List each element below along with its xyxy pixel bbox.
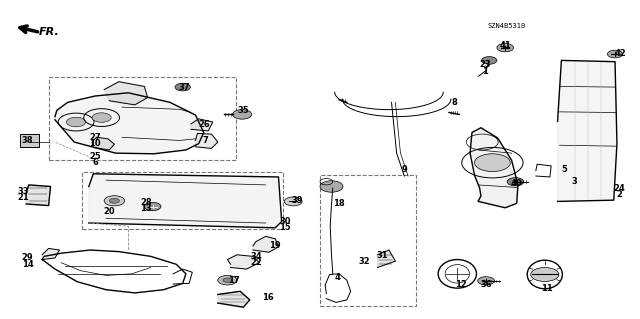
Text: 8: 8 xyxy=(451,98,457,107)
Polygon shape xyxy=(26,185,51,205)
Text: 30: 30 xyxy=(279,217,291,226)
Polygon shape xyxy=(92,137,115,150)
Polygon shape xyxy=(191,119,212,131)
Text: 21: 21 xyxy=(17,193,29,202)
Text: 13: 13 xyxy=(141,204,152,213)
Circle shape xyxy=(109,198,120,203)
Circle shape xyxy=(481,56,497,64)
Circle shape xyxy=(67,117,86,127)
Text: 2: 2 xyxy=(616,190,622,199)
Text: 36: 36 xyxy=(480,279,492,288)
Text: 10: 10 xyxy=(90,139,101,148)
Polygon shape xyxy=(104,82,148,105)
Polygon shape xyxy=(227,255,259,269)
Text: 35: 35 xyxy=(237,106,249,115)
Circle shape xyxy=(92,113,111,122)
Circle shape xyxy=(474,154,510,172)
Text: 12: 12 xyxy=(454,279,467,288)
Circle shape xyxy=(507,178,524,186)
Text: 20: 20 xyxy=(104,207,115,216)
Circle shape xyxy=(477,277,494,285)
Text: 7: 7 xyxy=(202,136,208,145)
Text: 42: 42 xyxy=(614,48,626,58)
Text: 18: 18 xyxy=(333,199,345,208)
Text: 28: 28 xyxy=(141,198,152,207)
Polygon shape xyxy=(42,249,60,260)
Text: 24: 24 xyxy=(613,184,625,193)
Text: 19: 19 xyxy=(269,241,281,250)
Polygon shape xyxy=(557,60,617,201)
Text: SZN4B5310: SZN4B5310 xyxy=(487,23,525,29)
Circle shape xyxy=(607,50,623,58)
Text: 37: 37 xyxy=(179,83,190,92)
Text: 1: 1 xyxy=(482,67,488,76)
Text: 33: 33 xyxy=(17,187,29,196)
Bar xyxy=(20,134,39,147)
Circle shape xyxy=(145,202,161,211)
Text: 26: 26 xyxy=(198,120,210,129)
Polygon shape xyxy=(89,174,282,228)
Text: 15: 15 xyxy=(279,223,291,232)
Text: 16: 16 xyxy=(262,293,273,302)
Circle shape xyxy=(223,278,232,282)
Bar xyxy=(83,172,283,229)
Text: FR.: FR. xyxy=(39,27,60,37)
Text: 34: 34 xyxy=(250,252,262,261)
Text: 22: 22 xyxy=(250,258,262,267)
Circle shape xyxy=(284,197,302,206)
Text: 41: 41 xyxy=(499,41,511,50)
Circle shape xyxy=(232,110,252,119)
Circle shape xyxy=(218,275,237,285)
Bar xyxy=(320,175,416,306)
Text: 29: 29 xyxy=(22,254,33,263)
Polygon shape xyxy=(378,250,396,268)
Text: 4: 4 xyxy=(335,273,341,282)
Text: 5: 5 xyxy=(561,165,567,174)
Text: 25: 25 xyxy=(90,152,101,161)
Circle shape xyxy=(175,83,190,91)
Text: 3: 3 xyxy=(572,177,577,186)
Polygon shape xyxy=(253,236,278,252)
Circle shape xyxy=(104,196,125,206)
Text: 11: 11 xyxy=(541,284,552,293)
Polygon shape xyxy=(55,93,204,154)
Polygon shape xyxy=(218,291,250,307)
Polygon shape xyxy=(195,133,218,148)
Polygon shape xyxy=(470,128,518,208)
Text: 40: 40 xyxy=(511,179,522,188)
Circle shape xyxy=(531,268,559,281)
Text: 17: 17 xyxy=(228,276,239,285)
Circle shape xyxy=(497,44,513,52)
Text: 9: 9 xyxy=(401,165,407,174)
Text: 38: 38 xyxy=(22,136,33,145)
Bar xyxy=(49,77,236,160)
Text: 32: 32 xyxy=(359,257,371,266)
Text: 39: 39 xyxy=(292,196,303,205)
Text: 6: 6 xyxy=(92,158,98,167)
Text: 31: 31 xyxy=(377,251,388,260)
Text: 14: 14 xyxy=(22,260,33,269)
Text: 27: 27 xyxy=(90,133,101,142)
Text: 23: 23 xyxy=(479,60,491,69)
Circle shape xyxy=(320,181,343,192)
